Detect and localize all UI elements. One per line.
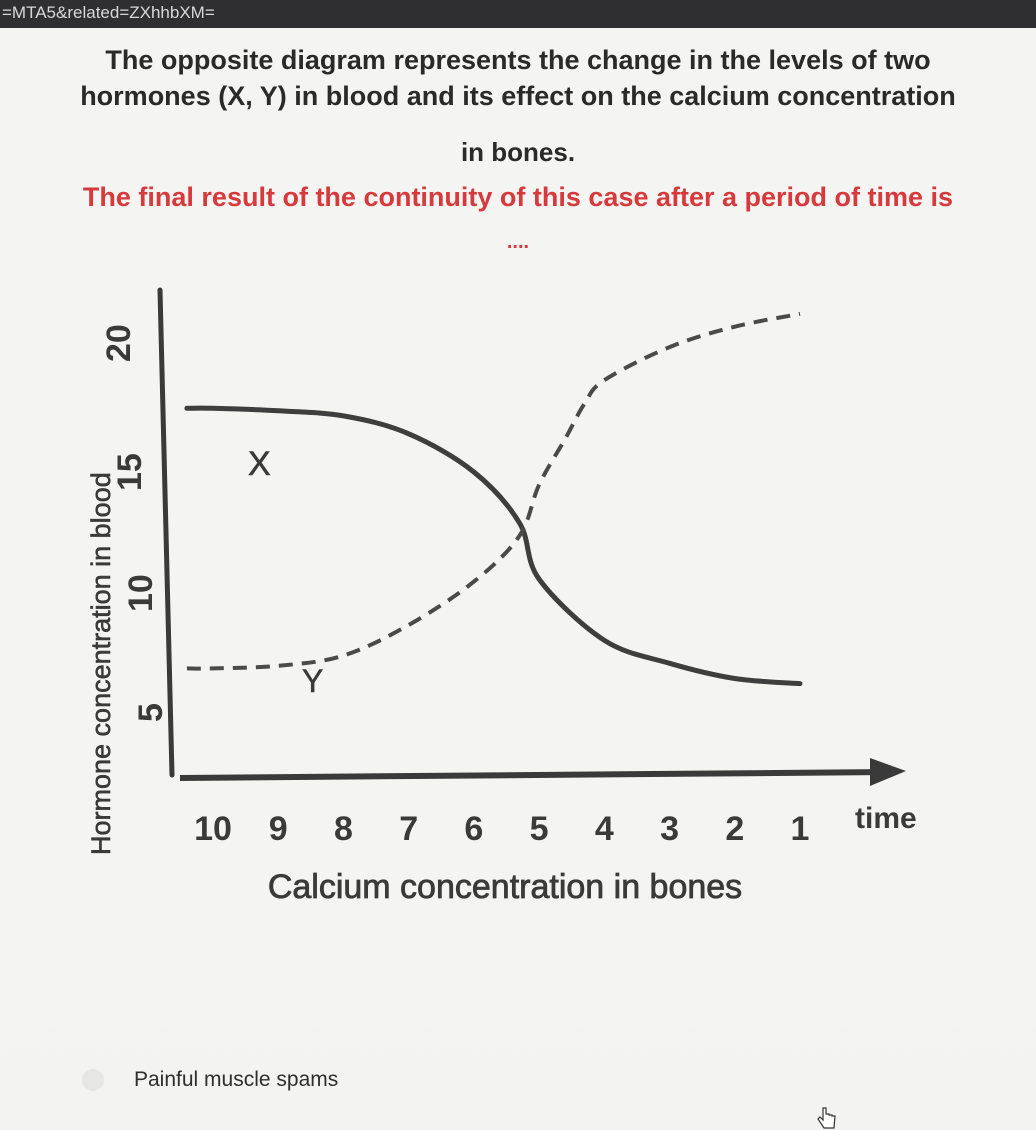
y-tick-labels: 20 15 10 5: [100, 324, 170, 722]
question-card: The opposite diagram represents the chan…: [0, 28, 1036, 1028]
x-axis-line: [179, 769, 891, 781]
question-line-3: in bones.: [460, 137, 576, 167]
y-axis-line: [157, 287, 175, 778]
x-tick-labels: 10 9 8 7 6 5 4 3 2 1: [194, 810, 809, 848]
answer-option[interactable]: Painful muscle spams: [70, 1060, 670, 1100]
hand-pointer-icon: [817, 1107, 836, 1129]
series-x-line: [184, 405, 803, 687]
chart-axes: [157, 287, 906, 786]
question-line-2: hormones (X, Y) in blood and its effect …: [80, 81, 956, 111]
hormone-calcium-chart: Hormone concentration in blood 20 15 10 …: [86, 287, 917, 906]
x-axis-end-label: time: [855, 802, 917, 835]
y-tick-label: 15: [111, 453, 149, 491]
x-tick-label: 4: [595, 810, 614, 848]
question-ellipsis: ....: [506, 231, 530, 253]
series-y-line: [186, 311, 801, 671]
x-tick-label: 5: [530, 810, 549, 848]
y-tick-label: 10: [122, 574, 160, 612]
x-axis-title: Calcium concentration in bones: [268, 868, 742, 906]
x-tick-label: 3: [660, 810, 679, 848]
answer-radio-button[interactable]: [82, 1069, 104, 1091]
question-line-1: The opposite diagram represents the chan…: [105, 45, 931, 75]
y-tick-label: 20: [100, 324, 138, 362]
series-x-label: X: [248, 445, 271, 483]
x-tick-label: 9: [269, 810, 288, 848]
x-tick-label: 6: [464, 810, 483, 848]
y-tick-label: 5: [132, 703, 170, 722]
x-tick-label: 10: [194, 810, 232, 848]
x-tick-label: 1: [791, 810, 810, 848]
answer-label: Painful muscle spams: [134, 1068, 339, 1091]
series-y-label: Y: [302, 663, 323, 699]
x-tick-label: 8: [334, 810, 353, 848]
x-tick-label: 7: [399, 810, 418, 848]
x-tick-label: 2: [725, 810, 744, 848]
x-axis-arrowhead: [870, 758, 906, 786]
browser-url-fragment: =MTA5&related=ZXhhbXM=: [0, 0, 1036, 28]
y-axis-title: Hormone concentration in blood: [86, 472, 116, 855]
question-prompt: The final result of the continuity of th…: [82, 182, 954, 212]
